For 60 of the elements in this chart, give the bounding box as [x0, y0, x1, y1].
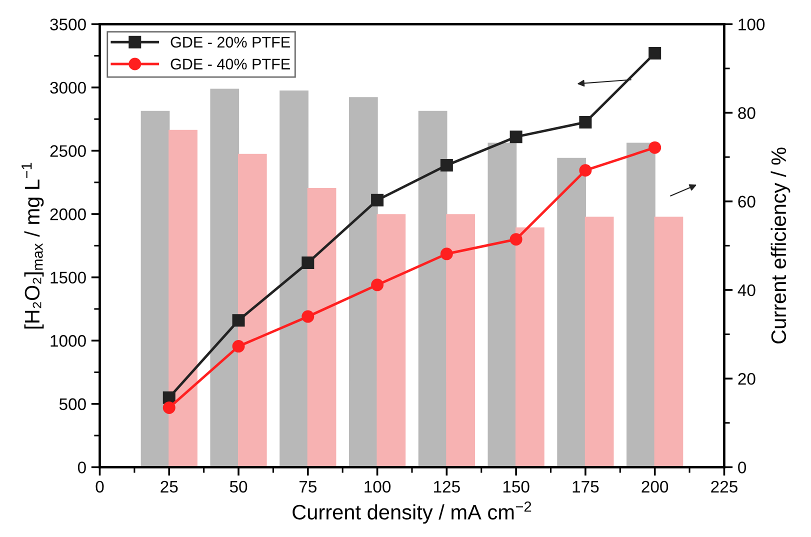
bar	[584, 216, 614, 468]
bar	[210, 88, 240, 468]
bar	[238, 154, 267, 468]
y-tick-label: 500	[59, 398, 86, 410]
bar	[557, 158, 586, 468]
point	[579, 116, 592, 129]
x-tick-label: 225	[711, 480, 738, 493]
point	[579, 164, 592, 177]
x-tick-label: 150	[503, 480, 530, 493]
y-axis-title: [H₂O₂]$_{max}$ / mg L$^{−1}$	[22, 162, 44, 328]
x-tick-label: 100	[364, 480, 391, 493]
bar	[348, 97, 378, 468]
bar	[488, 142, 517, 468]
x-tick-label: 125	[434, 480, 460, 493]
x-tick-label: 175	[572, 480, 599, 493]
bar	[446, 214, 475, 468]
y2-tick-label: 40	[738, 284, 756, 296]
y2-tick-label: 20	[738, 372, 756, 385]
legend-label: GDE - 20% PTFE	[170, 36, 290, 48]
bar	[280, 90, 308, 468]
y2-tick-label: 60	[738, 196, 756, 208]
point	[371, 194, 384, 206]
y-tick-label: 1000	[50, 335, 86, 347]
y-tick-label: 3500	[50, 18, 86, 30]
point	[232, 340, 245, 353]
bar	[654, 216, 684, 468]
y2-tick-label: 100	[738, 18, 765, 30]
point	[510, 233, 522, 246]
x-tick-label: 75	[299, 480, 316, 493]
y-tick-label: 2500	[50, 145, 86, 157]
point	[232, 314, 245, 327]
bar	[516, 227, 544, 468]
bar	[376, 214, 406, 468]
x-tick-label: 0	[96, 480, 104, 493]
point	[648, 47, 662, 60]
point	[440, 159, 453, 172]
legend-label: GDE - 40% PTFE	[170, 58, 290, 70]
bar	[168, 130, 198, 468]
y-tick-label: 1500	[50, 272, 86, 284]
y-tick-label: 2000	[50, 208, 86, 220]
point	[302, 310, 314, 323]
y2-tick-label: 80	[738, 107, 756, 119]
point	[302, 256, 314, 270]
bar	[418, 110, 448, 468]
x-tick-label: 50	[230, 480, 248, 493]
x-tick-label: 25	[160, 480, 178, 493]
y2-tick-label: 0	[738, 462, 746, 474]
y-tick-label: 0	[78, 462, 86, 474]
bar	[626, 142, 656, 468]
bar	[307, 188, 336, 468]
point	[371, 278, 384, 292]
x-axis-title: Current density / mA cm$^{−2}$	[292, 501, 532, 524]
point	[510, 130, 522, 144]
bar	[140, 110, 170, 468]
point	[648, 141, 662, 154]
x-tick-label: 200	[642, 480, 668, 493]
point	[440, 248, 453, 260]
y-tick-label: 3000	[50, 82, 86, 94]
point	[162, 401, 176, 414]
y2-axis-title: Current efficiency / %	[770, 148, 790, 344]
